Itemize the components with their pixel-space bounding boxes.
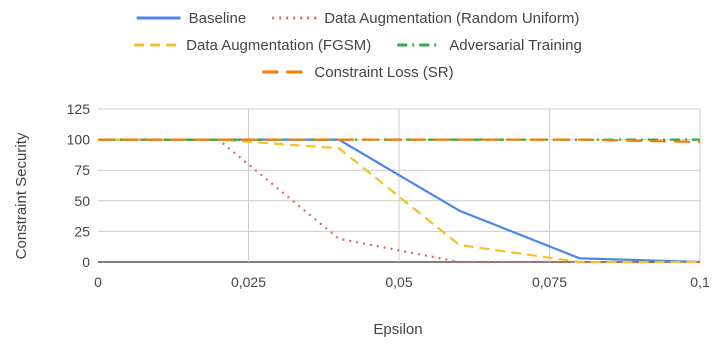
- x-tick-label: 0,075: [532, 274, 567, 290]
- gridlines: [98, 108, 701, 263]
- x-axis-title: Epsilon: [373, 321, 422, 338]
- series-layer: [98, 138, 701, 264]
- x-tick-label: 0: [94, 274, 102, 290]
- y-tick-label: 125: [67, 101, 91, 117]
- y-tick-label: 0: [82, 254, 90, 270]
- x-tick-label: 0,05: [385, 274, 412, 290]
- legend-label-1: Baseline: [189, 10, 247, 27]
- y-tick-label: 50: [74, 193, 90, 209]
- x-tick-label: 0,1: [690, 274, 710, 290]
- legend-label-5: Constraint Loss (SR): [314, 64, 453, 81]
- legend-label-4: Adversarial Training: [449, 37, 582, 54]
- x-axis-ticks: 0 0,025 0,05 0,075 0,1: [94, 274, 710, 290]
- y-axis-title: Constraint Security: [13, 132, 30, 259]
- legend-label-2: Data Augmentation (Random Uniform): [324, 10, 579, 27]
- y-tick-label: 75: [74, 162, 90, 178]
- series-line-5: [98, 138, 701, 144]
- y-axis-ticks: 0 25 50 75 100 125: [67, 101, 91, 270]
- legend: Baseline Data Augmentation (Random Unifor…: [134, 10, 582, 81]
- y-tick-label: 25: [74, 223, 90, 239]
- x-tick-label: 0,025: [231, 274, 266, 290]
- y-tick-label: 100: [67, 132, 91, 148]
- legend-label-3: Data Augmentation (FGSM): [186, 37, 371, 54]
